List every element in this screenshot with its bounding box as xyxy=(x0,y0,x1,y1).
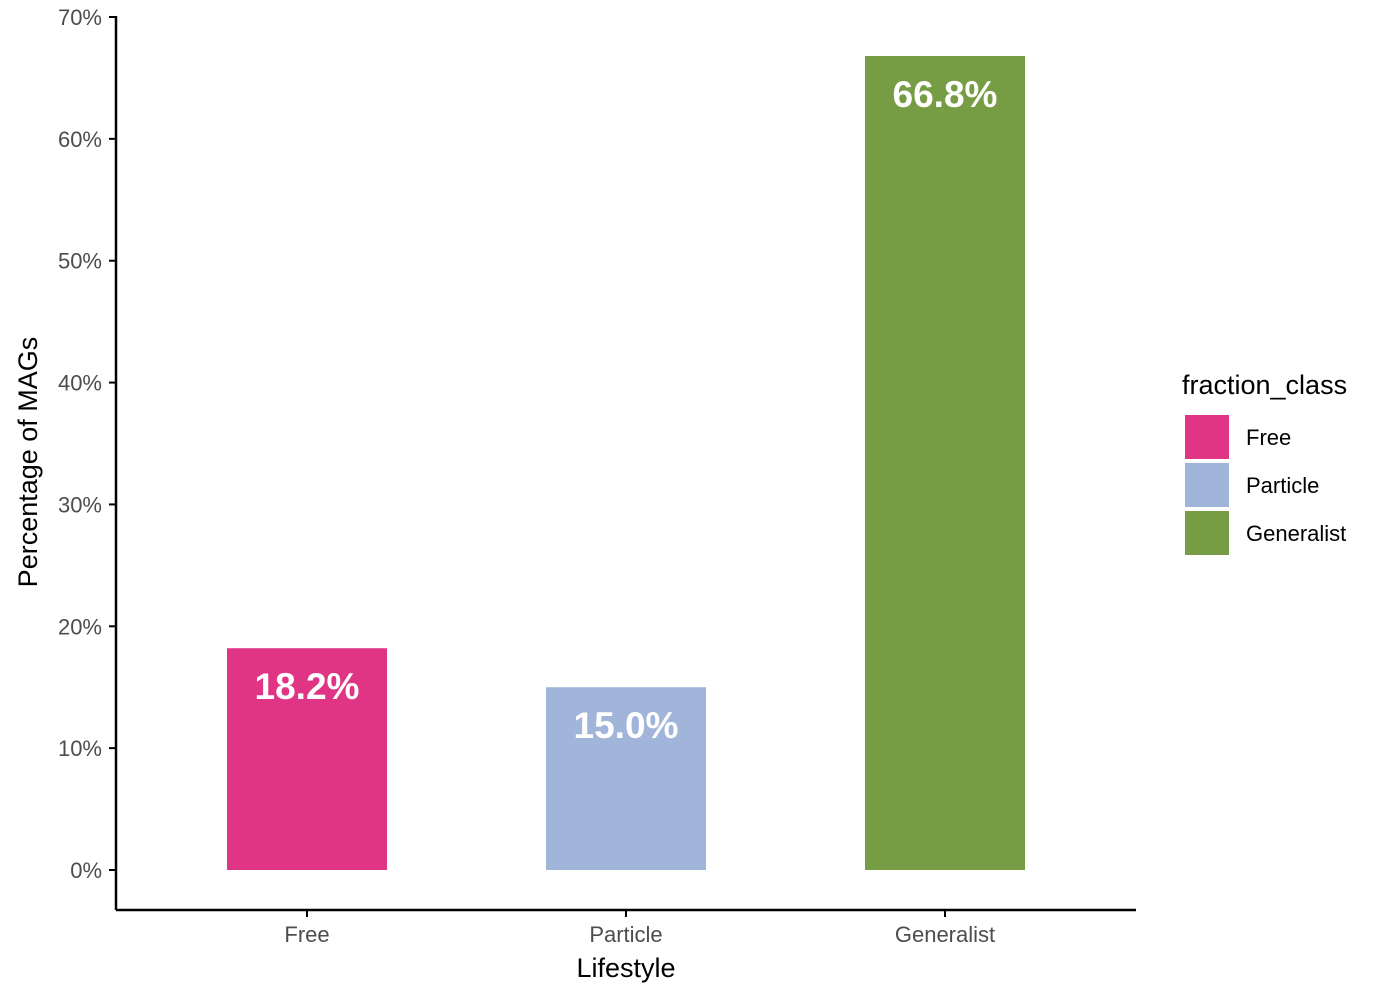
bar xyxy=(865,55,1025,871)
bar xyxy=(546,687,706,870)
y-tick-label: 40% xyxy=(58,371,102,396)
bar-data-label: 18.2% xyxy=(255,666,360,707)
bar xyxy=(227,648,387,870)
legend-swatch xyxy=(1185,463,1229,507)
bar-data-label: 15.0% xyxy=(574,705,679,746)
legend-title: fraction_class xyxy=(1182,370,1347,400)
legend-swatch xyxy=(1185,415,1229,459)
y-tick-label: 60% xyxy=(58,127,102,152)
legend-label: Free xyxy=(1246,425,1291,450)
y-tick-label: 50% xyxy=(58,249,102,274)
legend-label: Generalist xyxy=(1246,521,1346,546)
y-tick-label: 30% xyxy=(58,492,102,517)
legend-items: Free Particle Generalist xyxy=(1185,415,1346,555)
y-tick-label: 10% xyxy=(58,736,102,761)
x-tick-label: Generalist xyxy=(895,922,995,947)
bars: 18.2% 15.0% 66.8% xyxy=(227,55,1025,871)
y-tick-label: 0% xyxy=(70,858,102,883)
x-tick-label: Free xyxy=(284,922,329,947)
y-axis-title: Percentage of MAGs xyxy=(13,337,43,588)
bar-data-label: 66.8% xyxy=(893,74,998,115)
y-axis-ticks: 0% 10% 20% 30% 40% 50% 60% 70% xyxy=(58,5,116,883)
x-axis-ticks: Free Particle Generalist xyxy=(284,910,995,947)
legend: fraction_class Free Particle Generalist xyxy=(1182,370,1347,555)
y-tick-label: 20% xyxy=(58,614,102,639)
x-axis-title: Lifestyle xyxy=(576,953,675,983)
y-tick-label: 70% xyxy=(58,5,102,30)
x-tick-label: Particle xyxy=(589,922,662,947)
legend-swatch xyxy=(1185,511,1229,555)
legend-label: Particle xyxy=(1246,473,1319,498)
